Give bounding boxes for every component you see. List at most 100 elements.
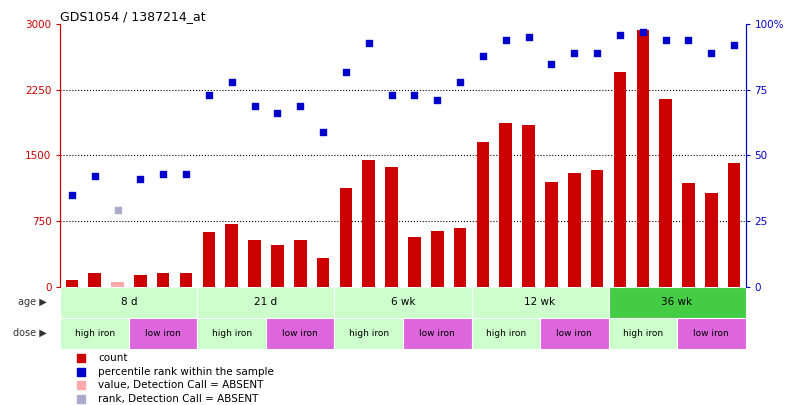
Bar <box>226 224 238 286</box>
Point <box>317 128 330 135</box>
Bar <box>472 286 609 318</box>
Bar <box>403 318 472 349</box>
Bar <box>197 318 266 349</box>
Bar <box>294 240 306 286</box>
Point <box>111 207 124 214</box>
Point <box>682 37 695 43</box>
Bar <box>60 318 129 349</box>
Text: rank, Detection Call = ABSENT: rank, Detection Call = ABSENT <box>98 394 259 404</box>
Bar <box>609 318 677 349</box>
Point <box>522 34 535 40</box>
Text: high iron: high iron <box>212 328 251 337</box>
Text: low iron: low iron <box>145 328 181 337</box>
Bar <box>248 240 261 286</box>
Bar <box>540 318 609 349</box>
Text: percentile rank within the sample: percentile rank within the sample <box>98 367 274 377</box>
Text: high iron: high iron <box>75 328 114 337</box>
Bar <box>111 282 124 286</box>
Point <box>584 352 596 359</box>
Bar <box>180 273 193 286</box>
Point <box>659 37 672 43</box>
Bar <box>591 170 604 286</box>
Point <box>476 53 489 59</box>
Text: 6 wk: 6 wk <box>391 297 415 307</box>
Point <box>545 60 558 67</box>
Bar <box>728 163 741 286</box>
Point <box>499 37 513 43</box>
Bar <box>317 258 330 286</box>
Bar <box>157 273 169 286</box>
Bar <box>363 160 375 286</box>
Point <box>339 68 352 75</box>
Text: high iron: high iron <box>623 328 663 337</box>
Bar <box>431 230 443 286</box>
Point <box>728 42 741 49</box>
Bar <box>659 100 672 286</box>
Bar <box>677 318 746 349</box>
Bar <box>522 125 535 286</box>
Point <box>567 50 580 56</box>
Point <box>156 171 169 177</box>
Bar <box>89 273 101 286</box>
Text: GDS1054 / 1387214_at: GDS1054 / 1387214_at <box>60 10 206 23</box>
Bar <box>197 286 334 318</box>
Point <box>293 102 306 109</box>
Text: age ▶: age ▶ <box>18 297 47 307</box>
Point <box>454 79 467 85</box>
Text: 8 d: 8 d <box>121 297 137 307</box>
Point <box>385 92 398 98</box>
Text: low iron: low iron <box>419 328 455 337</box>
Bar <box>334 318 403 349</box>
Bar <box>65 280 78 286</box>
Text: count: count <box>98 353 127 363</box>
Bar <box>129 318 197 349</box>
Bar <box>476 142 489 286</box>
Bar <box>545 181 558 286</box>
Point <box>134 176 147 182</box>
Text: 21 d: 21 d <box>255 297 277 307</box>
Bar <box>705 193 717 286</box>
Text: low iron: low iron <box>693 328 729 337</box>
Bar <box>454 228 467 286</box>
Point <box>363 39 376 46</box>
Point <box>271 110 284 117</box>
Bar <box>637 30 649 286</box>
Text: high iron: high iron <box>486 328 526 337</box>
Bar <box>60 286 197 318</box>
Point <box>584 228 596 235</box>
Point <box>202 92 215 98</box>
Bar <box>613 72 626 286</box>
Point <box>591 50 604 56</box>
Bar <box>609 286 746 318</box>
Point <box>584 104 596 111</box>
Point <box>88 173 101 180</box>
Text: low iron: low iron <box>556 328 592 337</box>
Bar <box>339 188 352 286</box>
Bar <box>266 318 334 349</box>
Bar <box>682 183 695 286</box>
Bar <box>568 173 580 286</box>
Point <box>248 102 261 109</box>
Point <box>704 50 717 56</box>
Text: low iron: low iron <box>282 328 318 337</box>
Bar <box>334 286 472 318</box>
Bar <box>134 275 147 286</box>
Point <box>637 29 650 35</box>
Point <box>408 92 421 98</box>
Text: value, Detection Call = ABSENT: value, Detection Call = ABSENT <box>98 380 264 390</box>
Point <box>225 79 239 85</box>
Point <box>613 32 626 38</box>
Bar <box>271 245 284 286</box>
Text: 36 wk: 36 wk <box>662 297 692 307</box>
Bar <box>500 123 512 286</box>
Point <box>430 97 443 104</box>
Bar <box>202 232 215 286</box>
Point <box>65 192 78 198</box>
Bar <box>472 318 540 349</box>
Bar <box>385 167 398 286</box>
Point <box>180 171 193 177</box>
Text: high iron: high iron <box>349 328 388 337</box>
Bar <box>408 237 421 286</box>
Text: 12 wk: 12 wk <box>525 297 555 307</box>
Text: dose ▶: dose ▶ <box>13 328 47 338</box>
